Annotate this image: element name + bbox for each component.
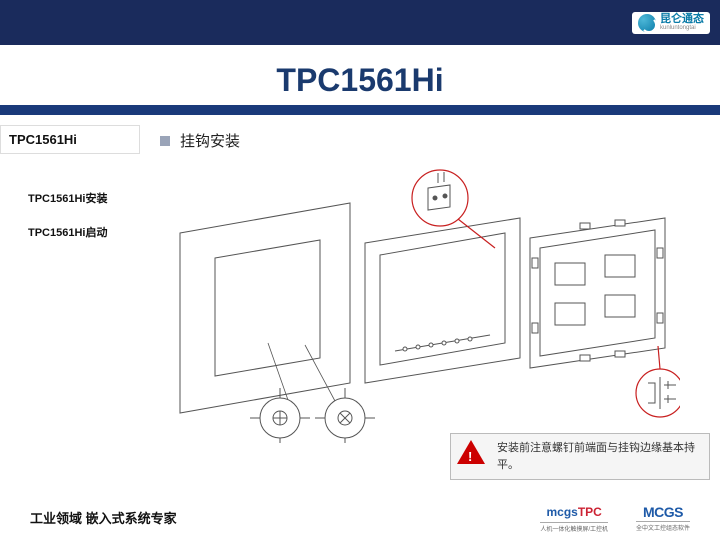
footer-logos: mcgsTPC 人机一体化触摸屏/工控机 MCGS 全中文工控组态软件 bbox=[540, 503, 690, 533]
sidebar: TPC1561Hi TPC1561Hi安装 TPC1561Hi启动 bbox=[0, 125, 140, 246]
footer-logo-mcgs: MCGS 全中文工控组态软件 bbox=[636, 504, 690, 532]
title-underline bbox=[0, 105, 720, 115]
page-title: TPC1561Hi bbox=[276, 62, 443, 99]
installation-diagram bbox=[160, 163, 680, 443]
sidebar-item-startup[interactable]: TPC1561Hi启动 bbox=[0, 218, 140, 246]
section-heading: 挂钩安装 bbox=[180, 130, 240, 151]
logo-swirl-icon bbox=[638, 14, 656, 32]
footer: 工业领域 嵌入式系统专家 mcgsTPC 人机一体化触摸屏/工控机 MCGS 全… bbox=[0, 495, 720, 540]
company-name-cn: 昆仑通态 bbox=[660, 14, 704, 25]
footer-tagline: 工业领域 嵌入式系统专家 bbox=[30, 508, 177, 527]
top-banner: 昆仑通态 kunluntongtai bbox=[0, 0, 720, 45]
company-logo: 昆仑通态 kunluntongtai bbox=[632, 12, 710, 34]
section-heading-row: 挂钩安装 bbox=[160, 130, 700, 151]
bullet-icon bbox=[160, 136, 170, 146]
warning-box: 安装前注意螺钉前端面与挂钩边缘基本持平。 bbox=[450, 433, 710, 480]
content-area: 挂钩安装 bbox=[160, 130, 700, 480]
sidebar-main-tab[interactable]: TPC1561Hi bbox=[0, 125, 140, 154]
warning-triangle-icon bbox=[457, 440, 485, 464]
warning-text: 安装前注意螺钉前端面与挂钩边缘基本持平。 bbox=[497, 442, 695, 471]
footer-logo-mcgstpc: mcgsTPC 人机一体化触摸屏/工控机 bbox=[540, 503, 608, 533]
sidebar-item-install[interactable]: TPC1561Hi安装 bbox=[0, 184, 140, 212]
company-name-en: kunluntongtai bbox=[660, 25, 704, 31]
